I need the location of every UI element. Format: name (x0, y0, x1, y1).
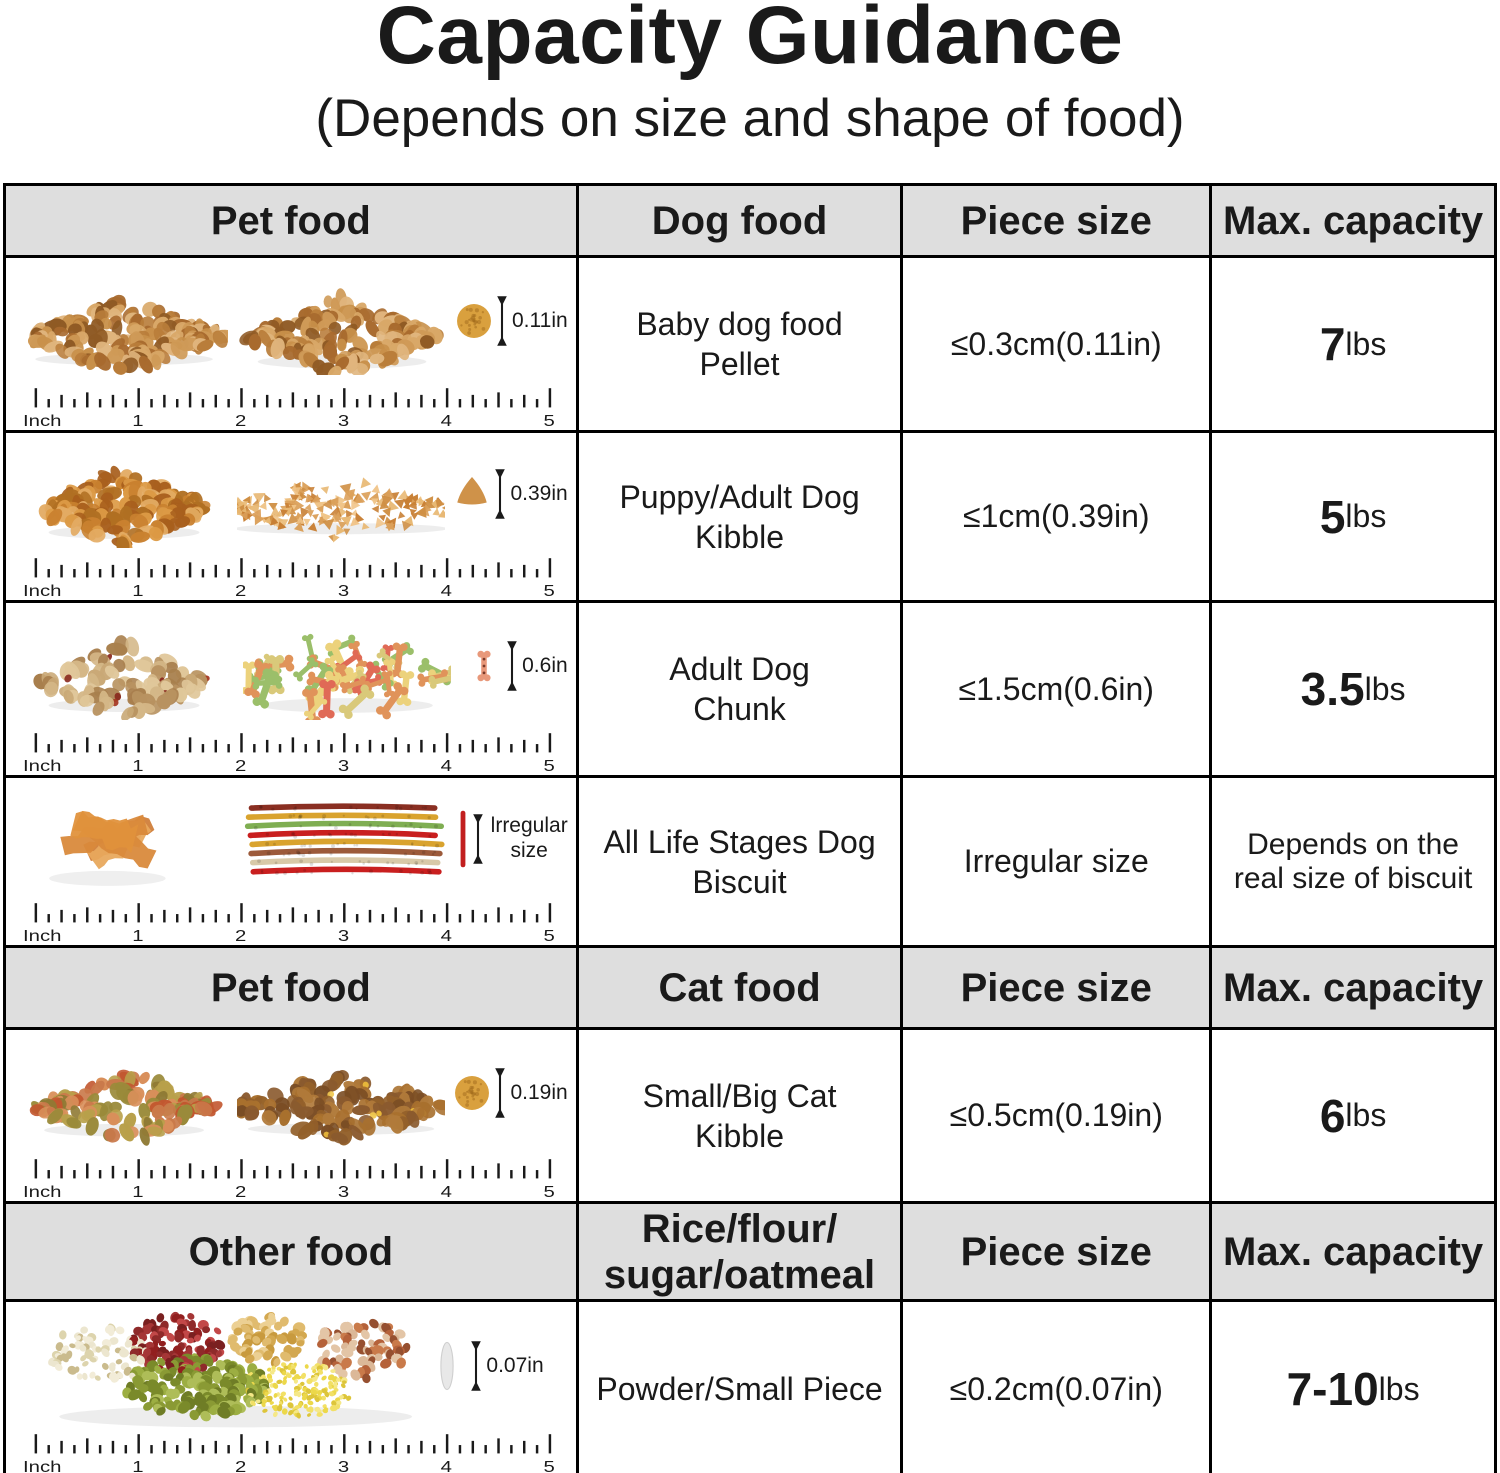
svg-text:2: 2 (235, 926, 246, 944)
svg-text:Inch: Inch (23, 756, 61, 774)
svg-text:5: 5 (544, 411, 555, 429)
svg-text:4: 4 (441, 411, 452, 429)
svg-text:5: 5 (544, 756, 555, 774)
svg-text:4: 4 (441, 756, 452, 774)
svg-text:4: 4 (441, 581, 452, 599)
svg-text:Inch: Inch (23, 581, 61, 599)
svg-text:5: 5 (544, 1182, 555, 1200)
svg-text:5: 5 (544, 1457, 555, 1473)
svg-text:Inch: Inch (23, 1457, 61, 1473)
svg-text:2: 2 (235, 581, 246, 599)
svg-text:1: 1 (132, 1182, 143, 1200)
svg-text:1: 1 (132, 926, 143, 944)
svg-text:5: 5 (544, 926, 555, 944)
svg-text:1: 1 (132, 1457, 143, 1473)
svg-text:1: 1 (132, 411, 143, 429)
svg-text:1: 1 (132, 581, 143, 599)
svg-text:3: 3 (338, 756, 349, 774)
svg-text:1: 1 (132, 756, 143, 774)
svg-text:2: 2 (235, 756, 246, 774)
svg-text:3: 3 (338, 1182, 349, 1200)
svg-text:2: 2 (235, 411, 246, 429)
svg-text:3: 3 (338, 1457, 349, 1473)
svg-text:Inch: Inch (23, 411, 61, 429)
svg-text:2: 2 (235, 1457, 246, 1473)
svg-text:4: 4 (441, 926, 452, 944)
svg-text:3: 3 (338, 411, 349, 429)
svg-text:4: 4 (441, 1182, 452, 1200)
svg-text:2: 2 (235, 1182, 246, 1200)
svg-text:Inch: Inch (23, 926, 61, 944)
svg-text:3: 3 (338, 581, 349, 599)
svg-text:5: 5 (544, 581, 555, 599)
svg-text:Inch: Inch (23, 1182, 61, 1200)
svg-text:4: 4 (441, 1457, 452, 1473)
svg-text:3: 3 (338, 926, 349, 944)
